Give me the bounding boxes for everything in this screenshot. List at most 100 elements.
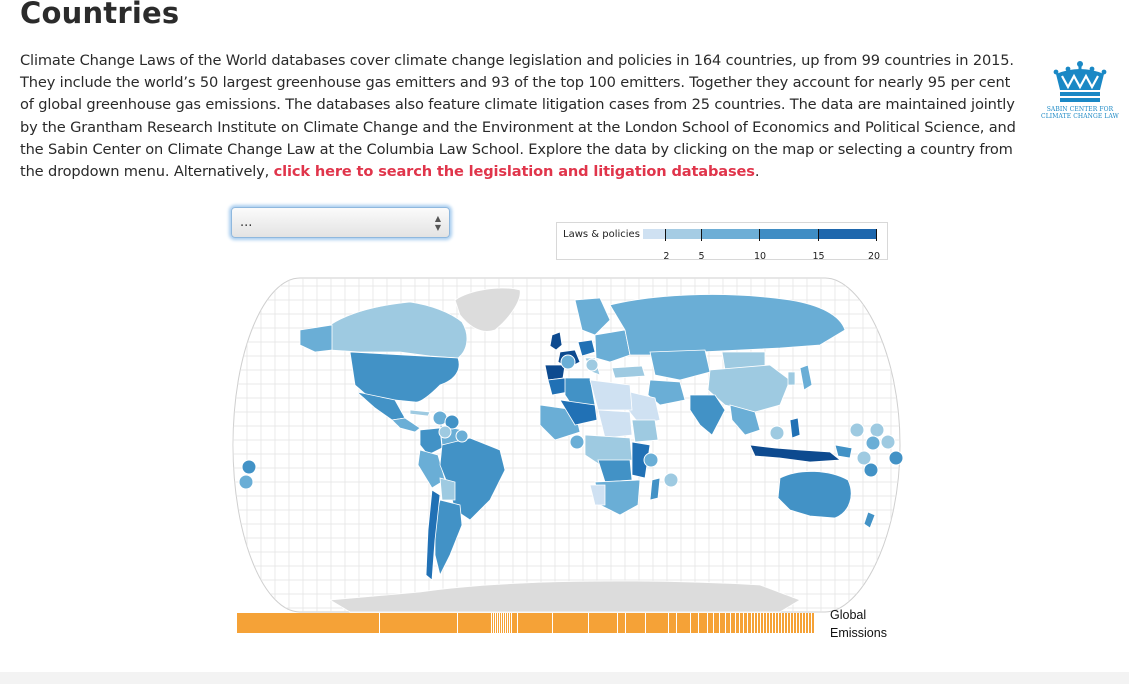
emissions-segment[interactable] <box>770 613 774 633</box>
emissions-segment[interactable] <box>553 613 590 633</box>
country-iran[interactable] <box>647 379 686 406</box>
emissions-segment[interactable] <box>803 613 806 633</box>
marker-pacific-5[interactable] <box>856 450 872 466</box>
country-europe-east[interactable] <box>594 329 631 363</box>
emissions-segment[interactable] <box>237 613 381 633</box>
country-brazil[interactable] <box>439 437 506 521</box>
marker-indian-ocean-1[interactable] <box>643 452 659 468</box>
emissions-segment[interactable] <box>758 613 762 633</box>
emissions-segment[interactable] <box>785 613 789 633</box>
country-madagascar[interactable] <box>649 477 661 501</box>
emissions-segment[interactable] <box>714 613 721 633</box>
country-sudan[interactable] <box>597 409 633 439</box>
emissions-segment[interactable] <box>492 613 494 633</box>
marker-pacific-4[interactable] <box>880 434 896 450</box>
emissions-segment[interactable] <box>731 613 737 633</box>
marker-pacific-3[interactable] <box>865 435 881 451</box>
country-namibia[interactable] <box>589 484 606 506</box>
marker-caribbean-4[interactable] <box>455 429 469 443</box>
emissions-segment[interactable] <box>646 613 669 633</box>
emissions-segment[interactable] <box>498 613 500 633</box>
emissions-segment[interactable] <box>510 613 512 633</box>
country-bolivia[interactable] <box>439 477 456 501</box>
country-india[interactable] <box>689 394 726 436</box>
marker-indian-ocean-2[interactable] <box>663 472 679 488</box>
emissions-segment[interactable] <box>504 613 506 633</box>
emissions-segment[interactable] <box>812 613 815 633</box>
country-germany[interactable] <box>577 339 596 357</box>
country-turkey[interactable] <box>611 365 646 379</box>
emissions-segment[interactable] <box>809 613 812 633</box>
countries[interactable] <box>299 287 876 613</box>
emissions-segment[interactable] <box>380 613 458 633</box>
emissions-segment[interactable] <box>740 613 745 633</box>
emissions-segment[interactable] <box>500 613 502 633</box>
emissions-segment[interactable] <box>782 613 786 633</box>
country-chile[interactable] <box>425 489 441 581</box>
emissions-segment[interactable] <box>502 613 504 633</box>
country-libya-egypt[interactable] <box>589 379 633 411</box>
country-scandinavia[interactable] <box>574 297 611 336</box>
marker-pacific-2[interactable] <box>869 422 885 438</box>
emissions-segment[interactable] <box>744 613 749 633</box>
country-china[interactable] <box>707 364 791 413</box>
emissions-segment[interactable] <box>494 613 496 633</box>
country-dropdown[interactable]: ... ▲ ▼ <box>231 207 450 238</box>
country-se-asia[interactable] <box>729 404 761 436</box>
emissions-segment[interactable] <box>506 613 508 633</box>
country-indonesia[interactable] <box>749 444 842 463</box>
marker-caribbean-3[interactable] <box>438 425 452 439</box>
country-korea[interactable] <box>787 371 796 386</box>
country-ethiopia[interactable] <box>631 419 659 443</box>
emissions-segment[interactable] <box>518 613 554 633</box>
emissions-segment[interactable] <box>761 613 765 633</box>
country-peru[interactable] <box>417 449 446 489</box>
country-png[interactable] <box>834 444 853 459</box>
emissions-segment[interactable] <box>767 613 771 633</box>
emissions-segment[interactable] <box>764 613 768 633</box>
emissions-segment[interactable] <box>755 613 759 633</box>
country-japan[interactable] <box>799 364 813 391</box>
emissions-segment[interactable] <box>618 613 626 633</box>
emissions-segment[interactable] <box>677 613 691 633</box>
country-greenland[interactable] <box>454 287 521 332</box>
marker-caribbean-2[interactable] <box>444 414 460 430</box>
country-kazakhstan[interactable] <box>649 349 711 381</box>
emissions-segment[interactable] <box>797 613 801 633</box>
emissions-segment[interactable] <box>708 613 715 633</box>
emissions-segment[interactable] <box>691 613 699 633</box>
country-new-zealand[interactable] <box>863 511 876 529</box>
country-alaska[interactable] <box>299 324 333 353</box>
emissions-segment[interactable] <box>806 613 809 633</box>
search-databases-link[interactable]: click here to search the legislation and… <box>273 163 755 181</box>
marker-pacific-1[interactable] <box>849 422 865 438</box>
emissions-segment[interactable] <box>791 613 795 633</box>
country-philippines[interactable] <box>789 417 801 439</box>
country-antarctica[interactable] <box>328 580 801 613</box>
country-cuba[interactable] <box>409 409 431 417</box>
country-australia[interactable] <box>777 471 852 519</box>
marker-europe-2[interactable] <box>585 358 599 372</box>
emissions-segment[interactable] <box>699 613 709 633</box>
emissions-segment[interactable] <box>736 613 741 633</box>
emissions-segment[interactable] <box>773 613 777 633</box>
emissions-segment[interactable] <box>626 613 646 633</box>
emissions-segment[interactable] <box>496 613 498 633</box>
emissions-segment[interactable] <box>794 613 798 633</box>
emissions-segment[interactable] <box>800 613 804 633</box>
emissions-segment[interactable] <box>589 613 618 633</box>
emissions-segment[interactable] <box>788 613 792 633</box>
emissions-segment[interactable] <box>669 613 677 633</box>
country-canada[interactable] <box>329 301 468 359</box>
emissions-segment[interactable] <box>779 613 783 633</box>
country-russia[interactable] <box>609 294 846 356</box>
marker-west-africa-1[interactable] <box>569 434 585 450</box>
marker-hawaii-2[interactable] <box>238 474 254 490</box>
marker-europe-1[interactable] <box>560 354 576 370</box>
small-country-markers[interactable] <box>238 354 904 490</box>
emissions-segment[interactable] <box>776 613 780 633</box>
country-colombia[interactable] <box>419 427 443 456</box>
global-emissions-bar[interactable] <box>237 613 815 633</box>
marker-pacific-6[interactable] <box>888 450 904 466</box>
